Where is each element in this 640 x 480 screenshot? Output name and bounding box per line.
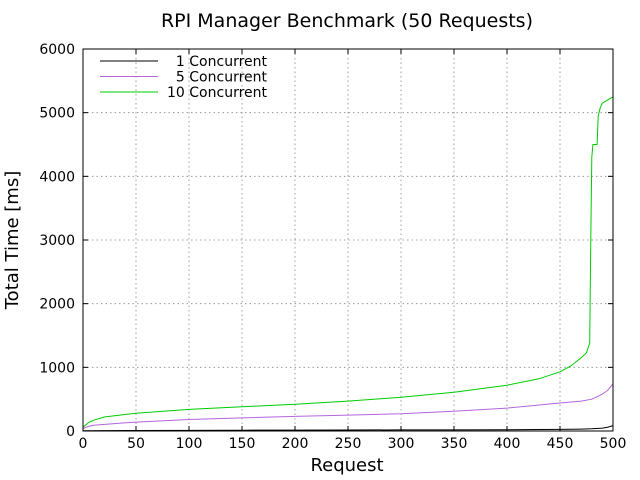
x-tick-label: 200 bbox=[282, 436, 309, 452]
y-axis-label: Total Time [ms] bbox=[2, 171, 23, 311]
series-line-10-concurrent bbox=[82, 96, 614, 428]
legend-label: 5 Concurrent bbox=[176, 70, 268, 86]
x-tick-label: 300 bbox=[388, 436, 415, 452]
x-tick-label: 500 bbox=[600, 436, 627, 452]
series-line-1-concurrent bbox=[82, 425, 614, 432]
y-tick-label: 0 bbox=[66, 424, 75, 440]
y-tick-label: 5000 bbox=[39, 106, 75, 122]
legend-label: 1 Concurrent bbox=[176, 54, 268, 70]
y-tick-label: 4000 bbox=[39, 169, 75, 185]
y-tick-label: 2000 bbox=[39, 297, 75, 313]
x-tick-label: 100 bbox=[176, 436, 203, 452]
x-axis-label: Request bbox=[310, 455, 383, 476]
series-lines bbox=[82, 96, 614, 432]
chart-title: RPI Manager Benchmark (50 Requests) bbox=[161, 10, 533, 32]
x-tick-label: 400 bbox=[494, 436, 521, 452]
y-tick-label: 6000 bbox=[39, 42, 75, 58]
legend-item: 1 Concurrent bbox=[100, 54, 268, 70]
x-tick-label: 50 bbox=[127, 436, 145, 452]
legend-item: 10 Concurrent bbox=[100, 85, 268, 101]
legend-label: 10 Concurrent bbox=[167, 85, 267, 101]
tick-labels: 0 50 100 150 200 250 300 350 400 450 5000100020003… bbox=[39, 42, 626, 452]
grid-lines bbox=[83, 49, 613, 431]
x-tick-label: 150 bbox=[229, 436, 256, 452]
y-tick-label: 1000 bbox=[39, 360, 75, 376]
x-tick-label: 0 bbox=[79, 436, 88, 452]
legend-item: 5 Concurrent bbox=[100, 70, 268, 86]
x-tick-label: 250 bbox=[335, 436, 362, 452]
plot-frame bbox=[82, 48, 614, 432]
series-line-5-concurrent bbox=[82, 383, 614, 429]
y-tick-label: 3000 bbox=[39, 233, 75, 249]
x-tick-label: 350 bbox=[441, 436, 468, 452]
x-tick-label: 450 bbox=[547, 436, 574, 452]
